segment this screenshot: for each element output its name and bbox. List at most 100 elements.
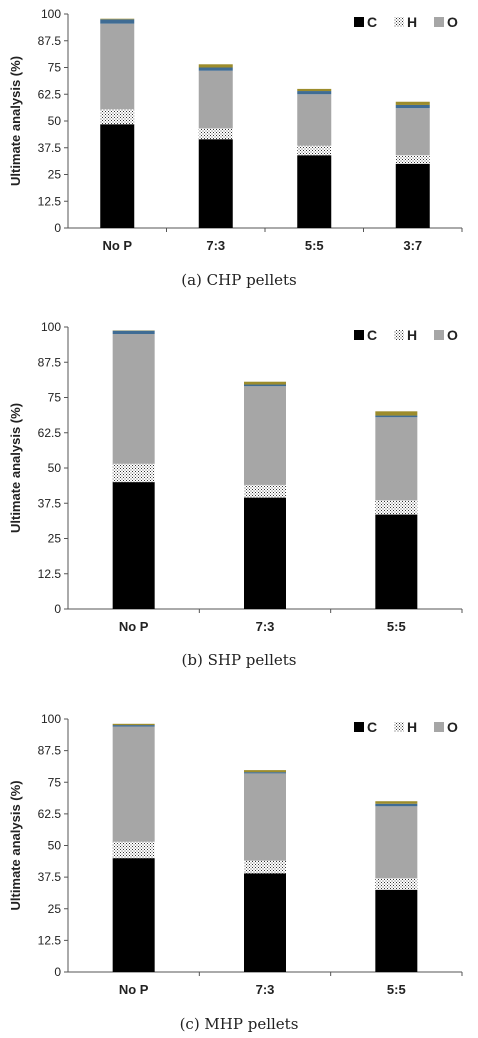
legend-swatch-h [394,330,404,340]
bar-segment-h [112,841,155,859]
bar-segment-o [375,417,418,501]
y-tick-label: 87.5 [38,34,62,48]
bar-segment-extra-4 [297,88,332,92]
x-tick-label: 7:3 [206,238,225,253]
x-tick-label: No P [102,238,132,253]
x-tick-label: 7:3 [256,619,275,634]
y-tick-label: 50 [48,461,62,475]
legend-label-h: H [407,719,417,735]
bar-segment-o [198,70,233,129]
bar-segment-h [375,500,418,515]
bar-segment-extra-4 [375,801,418,804]
legend-label-c: C [367,327,377,343]
bar-segment-o [297,94,332,146]
bar-segment-extra-4 [244,770,286,773]
bar-segment-h [375,878,418,890]
y-tick-label: 25 [48,902,62,916]
bar-segment-o [244,386,286,485]
charts-root: 0 12.5 25 37.5 50 62.5 75 87.5 100 Ultimate analy… [8,7,463,1033]
legend-swatch-o [434,722,444,732]
y-tick-label: 12.5 [38,567,62,581]
legend-swatch-c [354,722,364,732]
bar-segment-extra-4 [395,101,430,105]
y-tick-label: 75 [48,775,62,789]
bar-segment-extra-4 [375,411,418,416]
bar-segment-h [297,145,332,156]
bar-segment-h [198,128,233,140]
x-tick-label: 3:7 [403,238,422,253]
legend-label-o: O [447,14,458,30]
y-tick-label: 87.5 [38,744,62,758]
chart-caption: (b) SHP pellets [182,651,297,669]
bar-segment-c [375,514,418,609]
y-tick-label: 75 [48,61,62,75]
chart-caption: (c) MHP pellets [180,1015,299,1033]
x-tick-label: 5:5 [387,982,406,997]
legend-label-h: H [407,14,417,30]
bar-segment-extra-4 [244,381,286,385]
bar-segment-extra-3 [244,384,286,387]
y-tick-label: 50 [48,114,62,128]
bar-segment-extra-3 [375,803,418,807]
y-tick-label: 87.5 [38,355,62,369]
y-tick-label: 0 [54,221,61,235]
legend-swatch-c [354,17,364,27]
chart-1: 0 12.5 25 37.5 50 62.5 75 87.5 100 Ultimate analy… [8,7,463,289]
x-tick-label: No P [119,982,149,997]
bar-segment-o [244,773,286,861]
legend-swatch-h [394,722,404,732]
x-tick-label: 5:5 [305,238,324,253]
bar-segment-h [244,484,286,498]
bar-segment-o [395,108,430,156]
chart-2: 0 12.5 25 37.5 50 62.5 75 87.5 100 Ultimate analy… [8,320,463,669]
bar-segment-extra-4 [198,64,233,68]
bar-segment-c [244,873,286,972]
y-tick-label: 25 [48,168,62,182]
y-tick-label: 62.5 [38,87,62,101]
bar-segment-c [297,155,332,228]
legend-label-c: C [367,719,377,735]
bar-segment-o [112,726,155,842]
chart-caption: (a) CHP pellets [181,271,297,289]
bar-segment-o [375,806,418,879]
bar-segment-c [244,497,286,609]
bar-segment-extra-3 [244,772,286,774]
y-axis-label: Ultimate analysis (%) [8,403,23,533]
bar-segment-h [112,463,155,483]
bar-segment-h [395,155,430,164]
y-tick-label: 100 [41,712,61,726]
y-axis-label: Ultimate analysis (%) [8,56,23,186]
y-tick-label: 0 [54,965,61,979]
y-tick-label: 62.5 [38,426,62,440]
bar-segment-c [375,889,418,972]
y-tick-label: 0 [54,602,61,616]
x-tick-label: 5:5 [387,619,406,634]
y-axis-label: Ultimate analysis (%) [8,780,23,910]
bar-segment-extra-4 [100,18,135,20]
bar-segment-h [244,860,286,874]
y-tick-label: 50 [48,839,62,853]
bar-segment-o [112,334,155,464]
bar-segment-c [112,858,155,972]
y-tick-label: 100 [41,320,61,334]
x-tick-label: No P [119,619,149,634]
bar-segment-extra-4 [112,723,155,726]
y-tick-label: 100 [41,7,61,21]
legend-swatch-o [434,17,444,27]
legend-swatch-h [394,17,404,27]
legend-swatch-o [434,330,444,340]
y-tick-label: 12.5 [38,933,62,947]
x-tick-label: 7:3 [256,982,275,997]
legend-label-c: C [367,14,377,30]
bar-segment-c [395,163,430,228]
bar-segment-c [198,139,233,228]
chart-3: 0 12.5 25 37.5 50 62.5 75 87.5 100 Ultimate analy… [8,712,463,1033]
bar-segment-extra-3 [100,19,135,24]
legend-label-o: O [447,327,458,343]
bar-segment-extra-3 [198,67,233,71]
y-tick-label: 25 [48,532,62,546]
bar-segment-extra-3 [112,725,155,727]
